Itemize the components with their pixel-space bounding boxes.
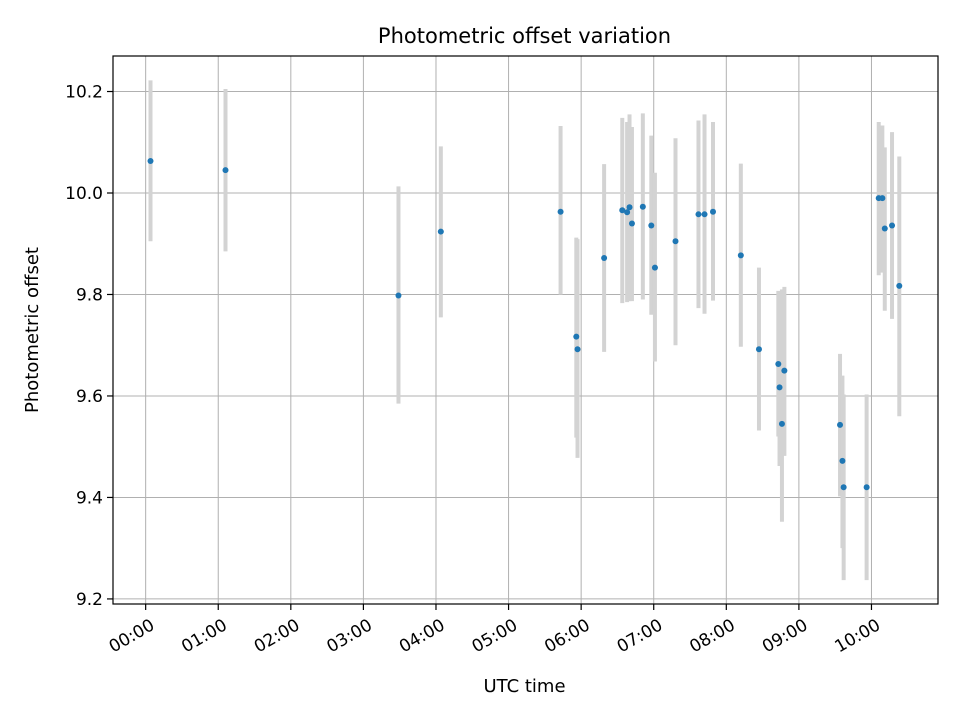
y-axis-label: Photometric offset xyxy=(22,247,43,413)
data-point xyxy=(889,222,896,229)
grid-lines xyxy=(113,56,938,604)
data-point xyxy=(651,264,658,271)
data-point xyxy=(840,484,847,491)
data-point xyxy=(778,420,785,427)
data-point xyxy=(147,158,154,165)
data-point xyxy=(639,203,646,210)
data-point xyxy=(737,252,744,259)
y-tick-label: 9.4 xyxy=(76,488,103,508)
data-point xyxy=(839,457,846,464)
data-point xyxy=(776,384,783,391)
data-points xyxy=(147,158,903,491)
data-point xyxy=(781,367,788,374)
data-point xyxy=(624,209,631,216)
data-point xyxy=(573,333,580,340)
data-point xyxy=(837,421,844,428)
data-point xyxy=(648,222,655,229)
data-point xyxy=(863,484,870,491)
data-point xyxy=(775,360,782,367)
data-point xyxy=(628,220,635,227)
y-tick-label: 9.6 xyxy=(76,387,103,407)
data-point xyxy=(437,228,444,235)
data-point xyxy=(672,238,679,245)
y-tick-label: 10.2 xyxy=(65,83,103,103)
plot-frame xyxy=(112,55,939,605)
data-point xyxy=(557,208,564,215)
data-point xyxy=(574,346,581,353)
chart-title: Photometric offset variation xyxy=(378,24,671,48)
data-point xyxy=(701,211,708,218)
data-point xyxy=(619,207,626,214)
y-tick-label: 10.0 xyxy=(65,184,103,204)
data-point xyxy=(222,167,229,174)
y-tick-label: 9.2 xyxy=(76,590,103,610)
data-point xyxy=(395,292,402,299)
data-point xyxy=(710,208,716,215)
data-point xyxy=(695,211,702,218)
data-point xyxy=(626,204,633,211)
y-tick-label: 9.8 xyxy=(76,285,103,305)
data-point xyxy=(881,225,888,232)
data-point xyxy=(879,195,886,202)
data-point xyxy=(755,346,762,353)
data-point xyxy=(896,282,903,289)
x-axis-label: UTC time xyxy=(483,676,565,697)
data-point xyxy=(601,254,608,261)
